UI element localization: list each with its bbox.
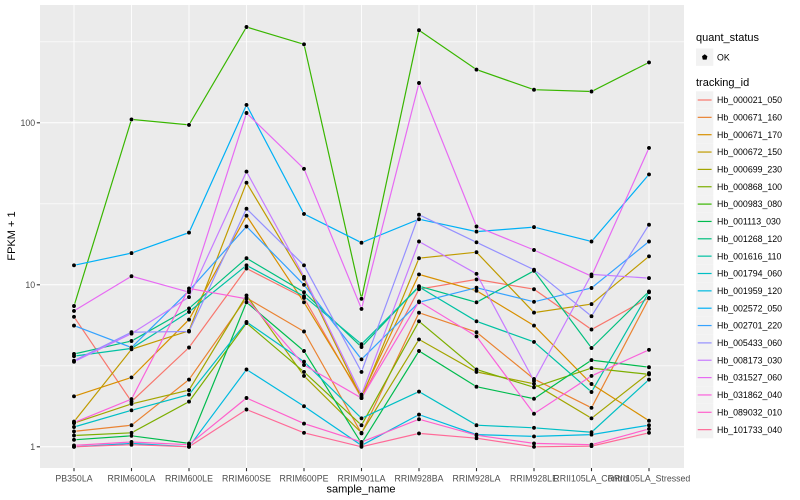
svg-text:Hb_008173_030: Hb_008173_030 [717,355,782,365]
svg-text:Hb_000699_230: Hb_000699_230 [717,165,782,175]
svg-text:Hb_001959_120: Hb_001959_120 [717,286,782,296]
svg-text:RRIM928BA: RRIM928BA [395,474,444,484]
svg-text:RRIM600SE: RRIM600SE [222,474,271,484]
svg-text:100: 100 [21,118,36,128]
svg-text:Hb_101733_040: Hb_101733_040 [717,425,782,435]
svg-text:RRIM928LA: RRIM928LA [453,474,501,484]
svg-text:Hb_002572_050: Hb_002572_050 [717,303,782,313]
svg-text:Hb_000868_100: Hb_000868_100 [717,182,782,192]
svg-text:tracking_id: tracking_id [696,77,749,89]
svg-text:Hb_000021_050: Hb_000021_050 [717,95,782,105]
svg-text:RRIM600PE: RRIM600PE [280,474,329,484]
svg-text:Hb_001616_110: Hb_001616_110 [717,251,782,261]
svg-text:Hb_000671_170: Hb_000671_170 [717,130,782,140]
svg-text:PB350LA: PB350LA [55,474,92,484]
svg-text:Hb_005433_060: Hb_005433_060 [717,338,782,348]
svg-text:Hb_002701_220: Hb_002701_220 [717,321,782,331]
svg-text:RRIM600LA: RRIM600LA [108,474,156,484]
svg-text:sample_name: sample_name [326,484,395,496]
svg-text:10: 10 [25,280,35,290]
svg-text:RRIM928LE: RRIM928LE [510,474,558,484]
svg-text:Hb_000983_080: Hb_000983_080 [717,199,782,209]
svg-text:Hb_001268_120: Hb_001268_120 [717,234,782,244]
svg-text:Hb_089032_010: Hb_089032_010 [717,407,782,417]
svg-text:Hb_000672_150: Hb_000672_150 [717,147,782,157]
svg-text:quant_status: quant_status [696,32,759,44]
svg-text:Hb_001113_030: Hb_001113_030 [717,217,781,227]
svg-text:FPKM + 1: FPKM + 1 [6,211,18,260]
svg-text:Hb_031862_040: Hb_031862_040 [717,390,782,400]
svg-text:RRII105LA_Control: RRII105LA_Control [553,474,629,484]
svg-text:RRIM600LE: RRIM600LE [165,474,213,484]
svg-text:OK: OK [717,52,730,62]
svg-text:Hb_031527_060: Hb_031527_060 [717,373,782,383]
svg-text:1: 1 [30,442,35,452]
svg-text:Hb_000671_160: Hb_000671_160 [717,112,782,122]
svg-text:RRIM901LA: RRIM901LA [338,474,386,484]
svg-text:Hb_001794_060: Hb_001794_060 [717,269,782,279]
svg-text:RRII105LA_Stressed: RRII105LA_Stressed [608,474,691,484]
